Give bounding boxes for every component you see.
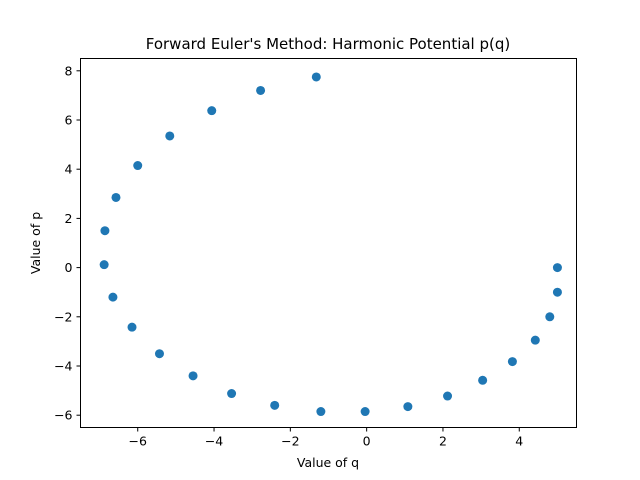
- y-tick-label: −6: [54, 408, 72, 423]
- y-tick-label: −2: [54, 309, 72, 324]
- data-point: [127, 322, 137, 332]
- x-tick-label: −4: [205, 434, 223, 449]
- y-tick-label: 8: [65, 63, 73, 78]
- data-point: [507, 357, 517, 367]
- data-point: [403, 402, 413, 412]
- data-point: [316, 407, 326, 417]
- x-tick-label: −6: [129, 434, 147, 449]
- data-point: [552, 263, 562, 273]
- data-point: [443, 391, 453, 401]
- x-tick-label: 0: [363, 434, 371, 449]
- data-point: [108, 292, 118, 302]
- data-point: [552, 287, 562, 297]
- data-points: [99, 72, 562, 417]
- data-point: [311, 72, 321, 82]
- data-point: [478, 375, 488, 385]
- y-tick-label: 4: [65, 162, 73, 177]
- x-axis: −6 −4 −2 0 2 4: [129, 427, 523, 449]
- data-point: [165, 131, 175, 141]
- x-tick-label: 2: [439, 434, 447, 449]
- data-point: [545, 312, 555, 322]
- plot-frame: [80, 58, 577, 428]
- data-point: [188, 371, 198, 381]
- y-tick-label: 6: [65, 113, 73, 128]
- y-tick-label: −4: [54, 359, 72, 374]
- x-tick-label: 4: [515, 434, 523, 449]
- plot-area: −6 −4 −2 0 2 4 −6 −4 −2 0 2 4 6 8: [54, 58, 577, 449]
- data-point: [99, 260, 109, 270]
- x-axis-label: Value of q: [297, 455, 359, 470]
- data-point: [256, 85, 266, 95]
- data-point: [360, 407, 370, 417]
- y-axis: −6 −4 −2 0 2 4 6 8: [54, 63, 81, 423]
- data-point: [270, 400, 280, 410]
- data-point: [207, 106, 217, 116]
- data-point: [100, 226, 110, 236]
- data-point: [154, 349, 164, 359]
- y-tick-label: 2: [65, 211, 73, 226]
- data-point: [133, 161, 143, 171]
- chart-title: Forward Euler's Method: Harmonic Potenti…: [146, 35, 511, 53]
- x-tick-label: −2: [281, 434, 299, 449]
- y-tick-label: 0: [65, 260, 73, 275]
- data-point: [111, 192, 121, 202]
- data-point: [227, 389, 237, 399]
- data-point: [530, 335, 540, 345]
- y-axis-label: Value of p: [28, 212, 43, 274]
